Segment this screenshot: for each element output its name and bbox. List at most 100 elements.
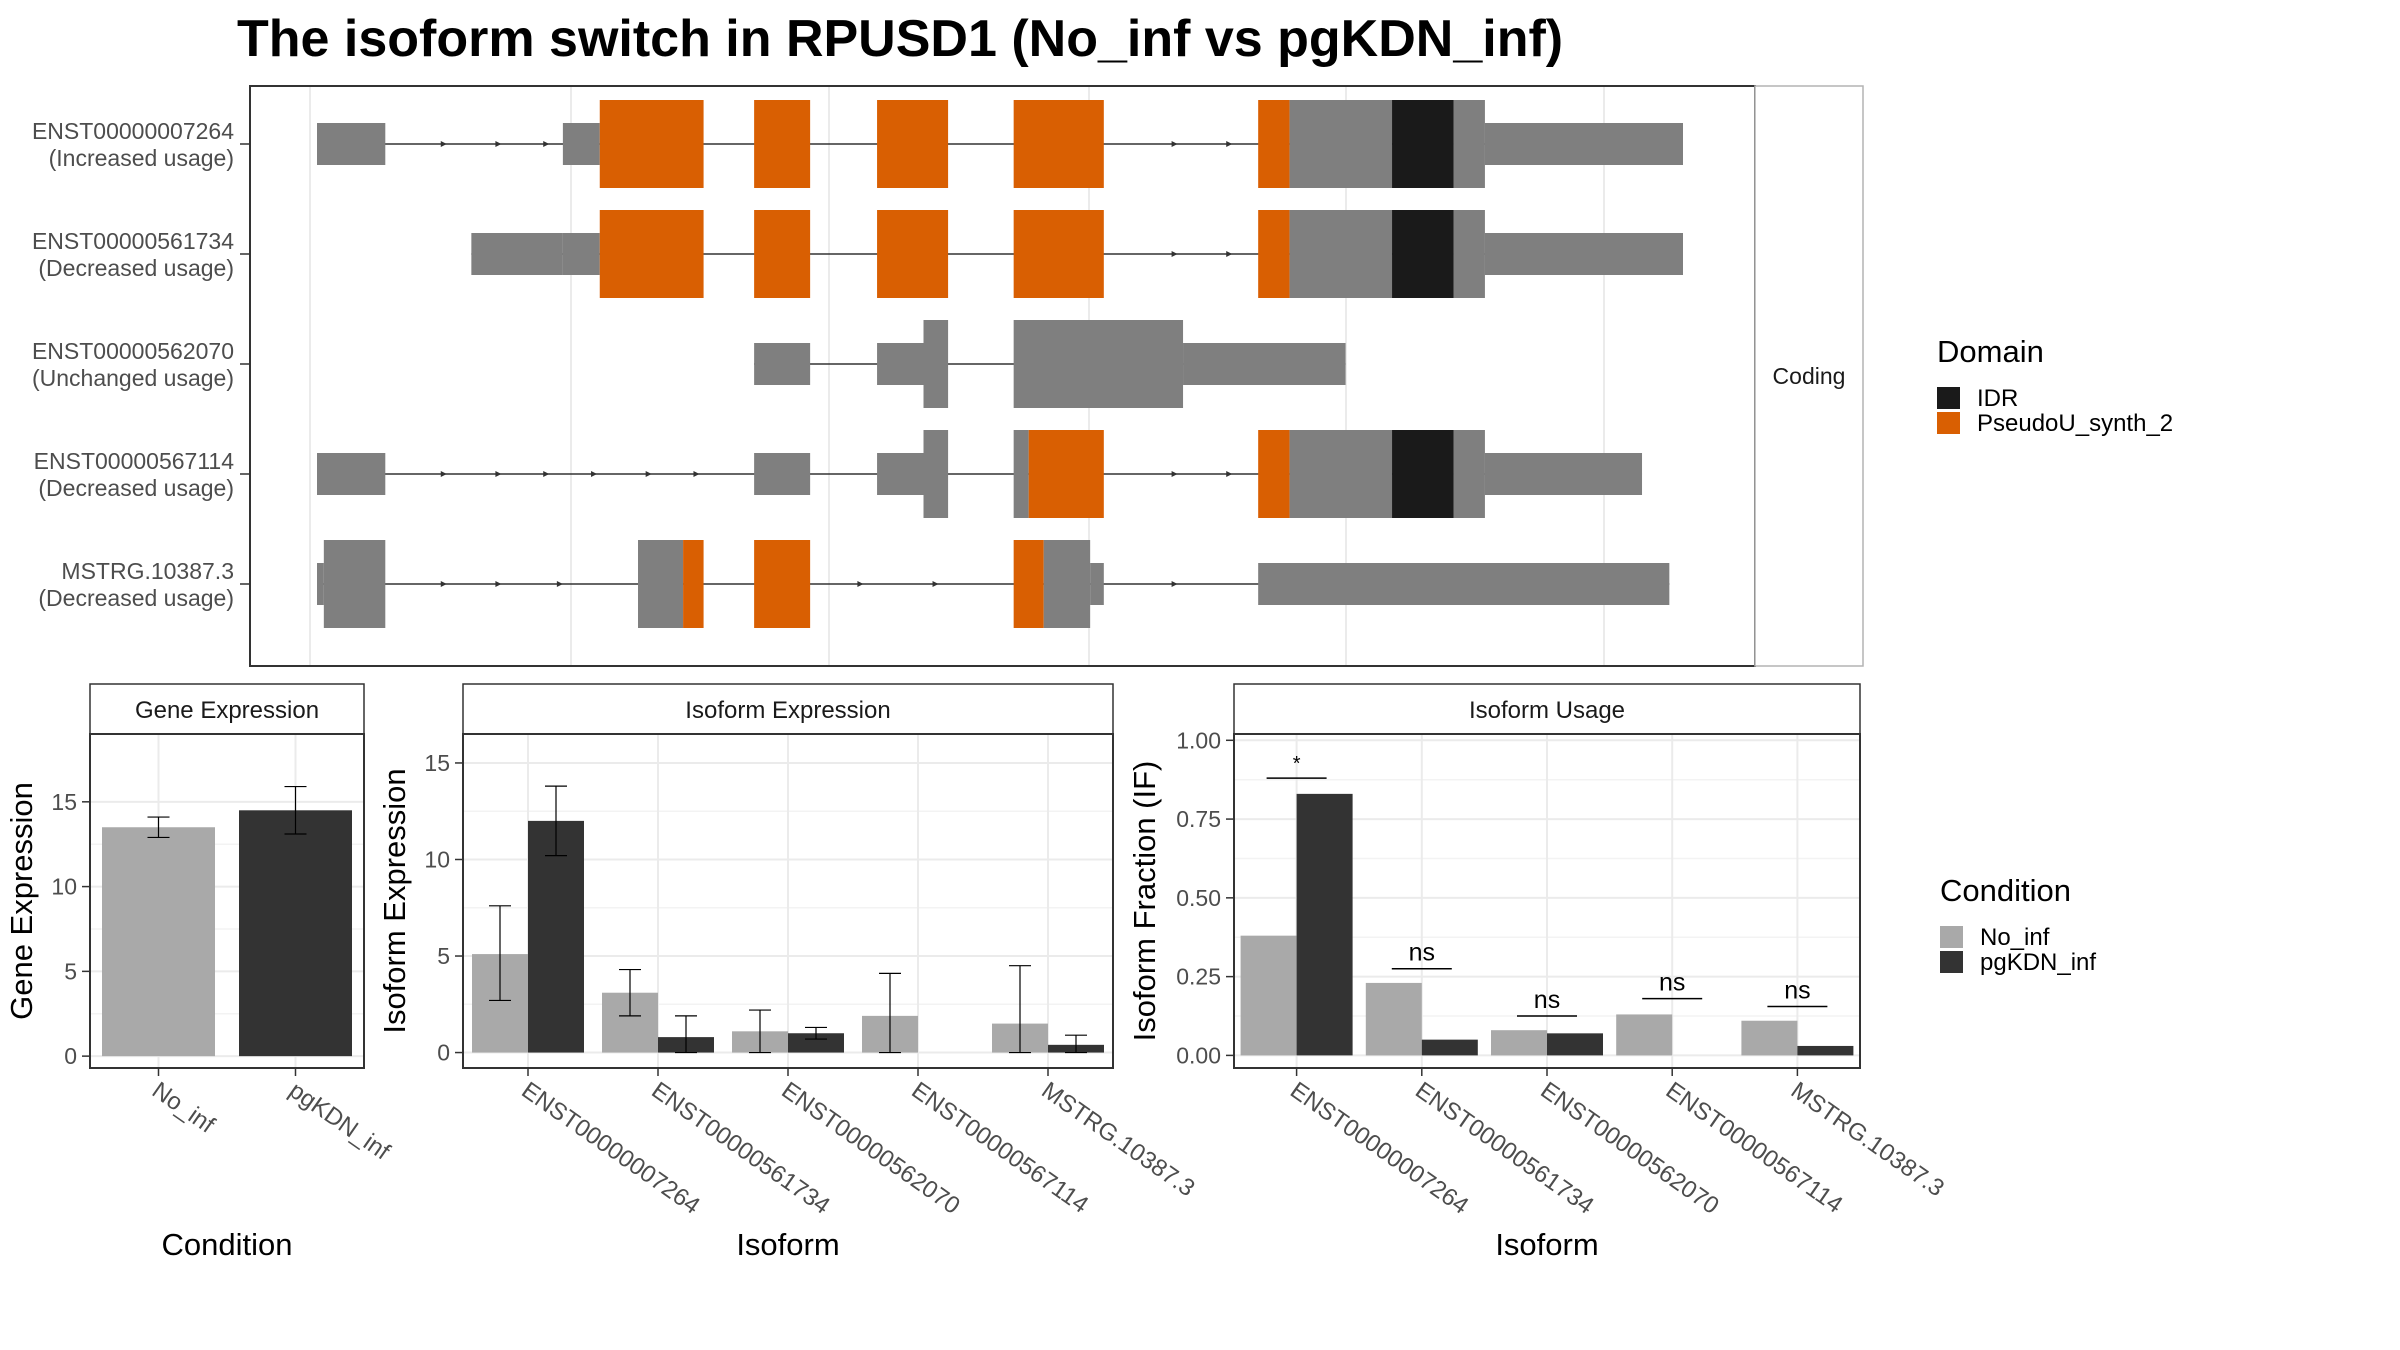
- intron-direction-arrow: [1226, 141, 1233, 147]
- pseudou-domain-block: [754, 540, 811, 628]
- idr-domain-block: [1392, 210, 1454, 298]
- noncoding-exon-block: [754, 343, 811, 385]
- isoform-usage-panel: Isoform Usage * ns ns ns ns 0.00 0.25 0.50 0.75 1.…: [1127, 683, 1949, 1262]
- data-bar: [1240, 935, 1297, 1056]
- intron-direction-arrow: [1171, 141, 1178, 147]
- transcript-usage-label: (Decreased usage): [38, 255, 234, 281]
- coding-exon-block: [1013, 320, 1184, 408]
- data-bar: [239, 810, 352, 1057]
- legend-key: [1937, 387, 1960, 409]
- noncoding-exon-block: [562, 123, 600, 165]
- coding-exon-block: [923, 320, 949, 408]
- pseudou-domain-block: [877, 100, 949, 188]
- data-bar: [1365, 982, 1422, 1056]
- intron-direction-arrow: [556, 581, 563, 587]
- pseudou-domain-block: [1258, 100, 1290, 188]
- coding-exon-block: [1289, 430, 1393, 518]
- facet-strip: [1233, 683, 1861, 735]
- y-tick-label: 0: [437, 1040, 450, 1066]
- intron-direction-arrow: [591, 471, 598, 477]
- coding-exon-block: [1289, 210, 1393, 298]
- legend-key: [1940, 951, 1963, 973]
- coding-exon-block: [1043, 540, 1091, 628]
- transcript-id-label: ENST00000562070: [32, 338, 234, 364]
- intron-direction-arrow: [1171, 471, 1178, 477]
- facet-strip-label: Gene Expression: [135, 697, 319, 724]
- coding-exon-block: [923, 430, 949, 518]
- coding-exon-block: [1289, 100, 1393, 188]
- facet-strip-label: Coding: [1773, 363, 1846, 389]
- intron-direction-arrow: [693, 471, 700, 477]
- intron-direction-arrow: [857, 581, 864, 587]
- coding-exon-block: [1453, 210, 1485, 298]
- intron-direction-arrow: [495, 471, 502, 477]
- pseudou-domain-block: [877, 210, 949, 298]
- coding-exon-block: [1013, 430, 1029, 518]
- y-axis-title: Isoform Expression: [377, 768, 412, 1033]
- legend-key: [1940, 926, 1963, 948]
- facet-strip-label: Isoform Expression: [685, 697, 890, 724]
- significance-label: ns: [1409, 939, 1435, 967]
- noncoding-exon-block: [1484, 233, 1683, 275]
- x-tick-label: No_inf: [147, 1077, 220, 1139]
- idr-domain-block: [1392, 430, 1454, 518]
- y-axis-title: Gene Expression: [4, 782, 39, 1020]
- noncoding-exon-block: [317, 453, 386, 495]
- noncoding-exon-block: [877, 453, 924, 495]
- intron-direction-arrow: [440, 471, 447, 477]
- transcript-usage-label: (Decreased usage): [38, 475, 234, 501]
- data-bar: [1421, 1039, 1478, 1056]
- noncoding-exon-block: [754, 453, 811, 495]
- data-bar: [1491, 1030, 1547, 1056]
- intron-direction-arrow: [543, 471, 550, 477]
- intron-direction-arrow: [440, 141, 447, 147]
- pseudou-domain-block: [599, 100, 704, 188]
- coding-exon-block: [1453, 100, 1485, 188]
- coding-exon-block: [323, 540, 386, 628]
- facet-strip: [462, 683, 1114, 735]
- noncoding-exon-block: [317, 563, 324, 605]
- pseudou-domain-block: [754, 100, 811, 188]
- transcript-id-label: ENST00000567114: [34, 448, 235, 474]
- pseudou-domain-block: [1028, 430, 1104, 518]
- data-bar: [528, 820, 584, 1053]
- data-bar: [1741, 1020, 1798, 1056]
- legend-item-label: IDR: [1977, 385, 2018, 412]
- data-bar: [1797, 1045, 1854, 1056]
- noncoding-exon-block: [877, 343, 924, 385]
- pseudou-domain-block: [754, 210, 811, 298]
- transcript-id-label: ENST00000561734: [32, 228, 234, 254]
- idr-domain-block: [1392, 100, 1454, 188]
- noncoding-exon-block: [471, 233, 563, 275]
- noncoding-exon-block: [1484, 123, 1683, 165]
- transcript-usage-label: (Unchanged usage): [32, 365, 234, 391]
- noncoding-exon-block: [317, 123, 386, 165]
- noncoding-exon-block: [562, 233, 600, 275]
- noncoding-exon-block: [1183, 343, 1346, 385]
- pseudou-domain-block: [683, 540, 704, 628]
- x-tick-label: pgKDN_inf: [284, 1077, 395, 1166]
- pseudou-domain-block: [1013, 540, 1044, 628]
- transcript-id-label: MSTRG.10387.3: [61, 558, 234, 584]
- isoform-expression-panel: Isoform Expression051015ENST00000007264E…: [377, 683, 1200, 1262]
- noncoding-exon-block: [1484, 453, 1643, 495]
- x-axis-title: Condition: [162, 1227, 293, 1262]
- transcript-usage-label: (Decreased usage): [38, 585, 234, 611]
- coding-exon-block: [1453, 430, 1485, 518]
- coding-exon-block: [638, 540, 684, 628]
- legend-item-label: pgKDN_inf: [1980, 949, 2096, 976]
- y-tick-label: 1.00: [1176, 727, 1221, 753]
- intron-direction-arrow: [1171, 251, 1178, 257]
- transcript-structure-panel: ENST00000007264(Increased usage) ENST0000…: [32, 85, 1864, 667]
- data-bar: [1616, 1014, 1673, 1056]
- transcript-usage-label: (Increased usage): [49, 145, 234, 171]
- transcript-id-label: ENST00000007264: [32, 118, 234, 144]
- significance-label: ns: [1784, 977, 1810, 1005]
- pseudou-domain-block: [1013, 100, 1104, 188]
- facet-strip-label: Isoform Usage: [1469, 697, 1625, 724]
- data-bar: [102, 827, 215, 1057]
- intron-direction-arrow: [495, 581, 502, 587]
- y-tick-label: 0.25: [1176, 964, 1221, 990]
